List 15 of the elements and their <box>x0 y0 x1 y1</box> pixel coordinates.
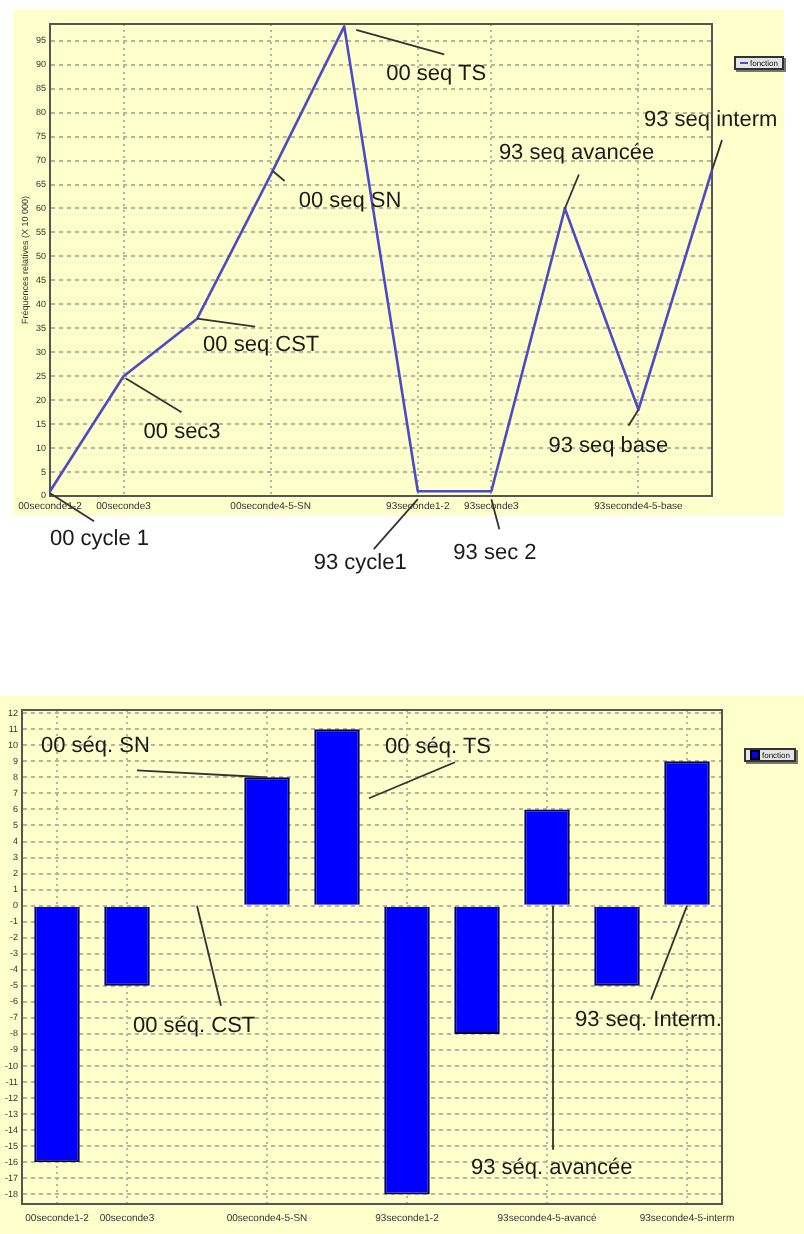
annotation: 93 séq. avancée <box>471 1155 633 1180</box>
annotation: 93 seq. Interm. <box>575 1007 722 1032</box>
annotation: 93 seq interm <box>644 108 778 133</box>
annotation: 00 cycle 1 <box>50 527 150 552</box>
annotation: 00 seq TS <box>386 62 487 87</box>
annotation: 93 cycle1 <box>313 551 407 576</box>
annotation: 93 seq base <box>548 433 669 458</box>
annotation: 00 séq. CST <box>133 1013 256 1038</box>
annotation: 00 seq SN <box>298 189 402 214</box>
annotation: 00 séq. TS <box>385 735 491 760</box>
annotation: 00 sec3 <box>143 420 221 445</box>
annotation: 00 seq CST <box>203 332 320 357</box>
annotation: 93 seq avancée <box>498 140 655 165</box>
annotation: 93 sec 2 <box>453 541 537 566</box>
annotation: 00 séq. SN <box>41 734 150 759</box>
